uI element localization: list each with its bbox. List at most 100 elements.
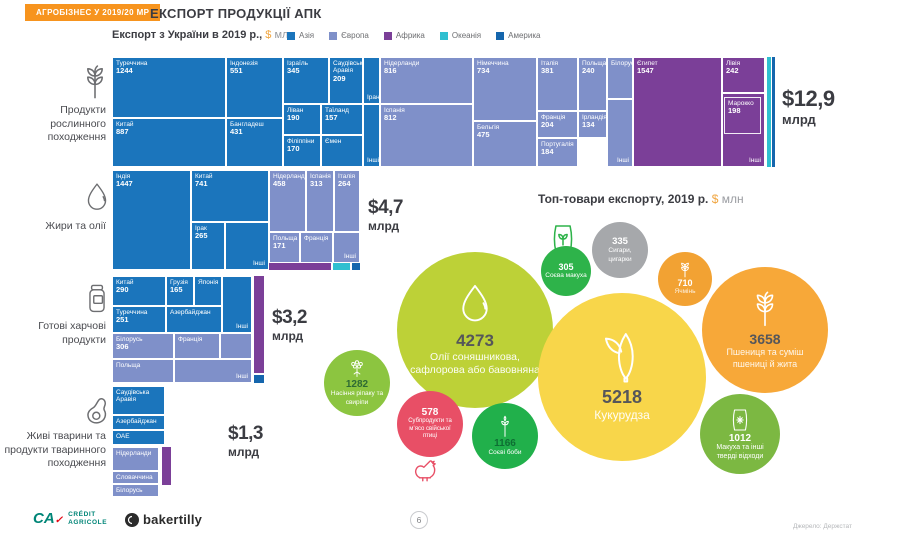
- country-name: Іспанія: [384, 107, 405, 114]
- bag-waste-icon: [732, 409, 748, 431]
- treemap-cell: Словаччина: [112, 471, 159, 484]
- legend-item-europe: Європа: [329, 31, 369, 40]
- country-name: Нідерланди: [116, 450, 152, 457]
- treemap-cell: Іран: [363, 57, 380, 104]
- bubble-value: 1282: [345, 379, 369, 391]
- bubble-label: Субпродукти та м’ясо свійської птиці: [408, 418, 452, 440]
- treemap-cell: Саудівська Аравія: [112, 386, 165, 415]
- oceania-strip: [767, 57, 771, 167]
- treemap-cell: Бангладеш 431: [226, 118, 283, 167]
- bubble-value: 335: [612, 236, 628, 248]
- country-name: Індія: [116, 173, 131, 180]
- country-value: 431: [230, 127, 243, 137]
- treemap-plant-products: Туреччина 1244 Китай 887 Індонезія 551 Банг…: [112, 57, 775, 167]
- country-name: Білорусь: [116, 487, 143, 494]
- asia-swatch: [287, 31, 295, 40]
- country-name: Італія: [541, 60, 559, 67]
- country-name: Лівія: [726, 60, 741, 67]
- bubble-rapeseed: 1282 Насіння ріпаку та свиріпи: [324, 350, 390, 416]
- bubble-barley: 710 Ячмінь: [658, 252, 712, 306]
- treemap-cell: Франція 204: [537, 111, 578, 138]
- bakertilly-text: bakertilly: [143, 512, 203, 527]
- country-value: 171: [273, 241, 286, 251]
- africa-strip: [162, 447, 171, 485]
- treemap-cell: Грузія 165: [166, 276, 194, 306]
- treemap-cell: Азербайджан: [112, 415, 165, 430]
- total-value: $12,9: [782, 86, 835, 111]
- bubble-value: 1012: [728, 432, 752, 444]
- country-name: Іспанія: [310, 173, 331, 180]
- total-animals: $1,3 млрд: [228, 424, 263, 458]
- country-value: 165: [170, 285, 183, 295]
- total-fats: $4,7 млрд: [368, 198, 403, 232]
- treemap-cell: Білорусь: [112, 484, 159, 497]
- bubble-label: Соєва макуха: [545, 271, 587, 279]
- bubble-value: 3658: [749, 331, 781, 348]
- america-swatch: [496, 31, 505, 40]
- bubbles-title-text: Топ-товари експорту, 2019 р.: [538, 192, 709, 206]
- country-name: Ірландія: [582, 114, 607, 121]
- country-value: 306: [116, 342, 129, 352]
- country-name: Бангладеш: [230, 121, 264, 128]
- country-value: 381: [541, 66, 554, 76]
- country-value: 290: [116, 285, 129, 295]
- treemap-cell: Марокко 198: [724, 97, 761, 134]
- treemap-cell: Туреччина 251: [112, 306, 166, 333]
- country-name: Саудівська Аравія: [116, 389, 150, 404]
- country-value: 345: [287, 66, 300, 76]
- bubbles-title: Топ-товари експорту, 2019 р. $ млн: [538, 192, 744, 206]
- bubble-label: Сигари, цигарки: [608, 247, 632, 263]
- country-name: Польща: [273, 235, 298, 242]
- chicken-icon: [412, 456, 440, 484]
- bubble-poultry: 578 Субпродукти та м’ясо свійської птиці: [397, 391, 463, 457]
- country-value: 265: [195, 231, 208, 241]
- bubble-label: Пшениця та суміш пшениці й жита: [726, 347, 804, 369]
- country-name: Португалія: [541, 141, 574, 148]
- country-name: Індонезія: [230, 60, 258, 67]
- country-name: Інші: [367, 156, 380, 164]
- legend-item-oceania: Океанія: [439, 31, 481, 40]
- credit-agricole-text: CRÉDIT AGRICOLE: [68, 511, 107, 527]
- treemap-cell: Франція: [174, 333, 220, 359]
- jar-icon: [84, 282, 110, 316]
- legend-item-asia: Азія: [287, 31, 314, 40]
- bubbles-unit: млн: [721, 192, 744, 206]
- treemap-cell: Єгипет 1547: [633, 57, 722, 167]
- country-value: 812: [384, 113, 397, 123]
- treemap-cell: Лівія 242: [722, 57, 765, 93]
- oceania-swatch: [439, 31, 448, 40]
- total-value: $4,7: [368, 197, 403, 218]
- treemap-cell: Польща: [112, 359, 174, 383]
- country-name: Словаччина: [116, 474, 153, 481]
- bubble-label: Соєві боби: [488, 448, 522, 456]
- country-value: 157: [325, 113, 338, 123]
- africa-strip: [269, 263, 331, 270]
- country-value: 190: [287, 113, 300, 123]
- treemap-cell: Нідерланди 458: [269, 170, 306, 232]
- country-value: 816: [384, 66, 397, 76]
- total-unit: млрд: [272, 329, 304, 343]
- bubble-label: Насіння ріпаку та свиріпи: [330, 390, 384, 406]
- country-name: Ірак: [195, 225, 207, 232]
- avocado-icon: [84, 392, 112, 426]
- bubbles-currency: $: [711, 192, 719, 206]
- treemap-cell: Ізраїль 345: [283, 57, 329, 104]
- country-value: 240: [582, 66, 595, 76]
- country-name: Італія: [338, 173, 356, 180]
- country-name: Німеччина: [477, 60, 509, 67]
- country-value: 1547: [637, 66, 654, 76]
- country-name: Азербайджан: [116, 418, 157, 425]
- legend-item-america: Америка: [496, 31, 540, 40]
- country-value: 313: [310, 179, 323, 189]
- treemap-cell: Інші: [225, 222, 269, 270]
- country-name: Таїланд: [325, 107, 349, 114]
- treemap-cell: Німеччина 734: [473, 57, 537, 121]
- soy-icon: [501, 415, 509, 437]
- source-note: Джерело: Держстат: [792, 523, 852, 530]
- country-name: Туреччина: [116, 309, 148, 316]
- treemap-live-animals: Саудівська Аравія Азербайджан ОАЕ Нідерл…: [112, 386, 172, 497]
- credit-line2: AGRICOLE: [68, 518, 108, 526]
- bubble-value: 1166: [494, 437, 516, 449]
- country-name: Інші: [616, 156, 629, 164]
- treemap-cell: Інші: [363, 104, 380, 167]
